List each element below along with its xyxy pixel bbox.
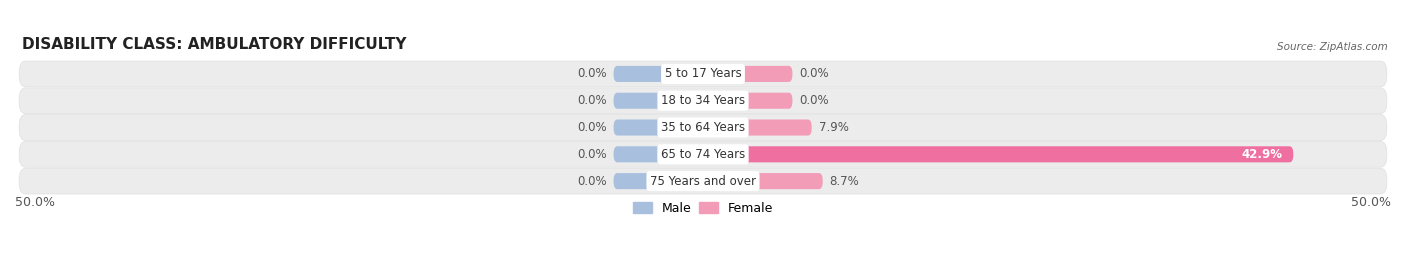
FancyBboxPatch shape: [613, 66, 703, 82]
FancyBboxPatch shape: [613, 119, 703, 136]
Text: 50.0%: 50.0%: [1351, 196, 1391, 209]
FancyBboxPatch shape: [703, 66, 793, 82]
Text: Source: ZipAtlas.com: Source: ZipAtlas.com: [1278, 42, 1388, 52]
Text: 65 to 74 Years: 65 to 74 Years: [661, 148, 745, 161]
FancyBboxPatch shape: [20, 141, 1386, 167]
FancyBboxPatch shape: [20, 88, 1386, 114]
Text: 35 to 64 Years: 35 to 64 Years: [661, 121, 745, 134]
FancyBboxPatch shape: [20, 61, 1386, 87]
Text: 0.0%: 0.0%: [576, 175, 606, 187]
Text: 0.0%: 0.0%: [576, 148, 606, 161]
Text: 42.9%: 42.9%: [1241, 148, 1282, 161]
FancyBboxPatch shape: [703, 173, 823, 189]
Text: 50.0%: 50.0%: [15, 196, 55, 209]
FancyBboxPatch shape: [703, 93, 793, 109]
Text: 8.7%: 8.7%: [830, 175, 859, 187]
Text: 5 to 17 Years: 5 to 17 Years: [665, 68, 741, 80]
FancyBboxPatch shape: [703, 146, 1294, 162]
Text: 0.0%: 0.0%: [800, 94, 830, 107]
FancyBboxPatch shape: [20, 115, 1386, 140]
Text: 0.0%: 0.0%: [800, 68, 830, 80]
Text: 75 Years and over: 75 Years and over: [650, 175, 756, 187]
Text: 7.9%: 7.9%: [818, 121, 848, 134]
FancyBboxPatch shape: [613, 146, 703, 162]
Text: 0.0%: 0.0%: [576, 94, 606, 107]
Text: 0.0%: 0.0%: [576, 68, 606, 80]
FancyBboxPatch shape: [703, 119, 811, 136]
FancyBboxPatch shape: [613, 173, 703, 189]
Text: 18 to 34 Years: 18 to 34 Years: [661, 94, 745, 107]
FancyBboxPatch shape: [20, 168, 1386, 194]
FancyBboxPatch shape: [613, 93, 703, 109]
Text: DISABILITY CLASS: AMBULATORY DIFFICULTY: DISABILITY CLASS: AMBULATORY DIFFICULTY: [22, 37, 406, 52]
Legend: Male, Female: Male, Female: [628, 197, 778, 220]
Text: 0.0%: 0.0%: [576, 121, 606, 134]
